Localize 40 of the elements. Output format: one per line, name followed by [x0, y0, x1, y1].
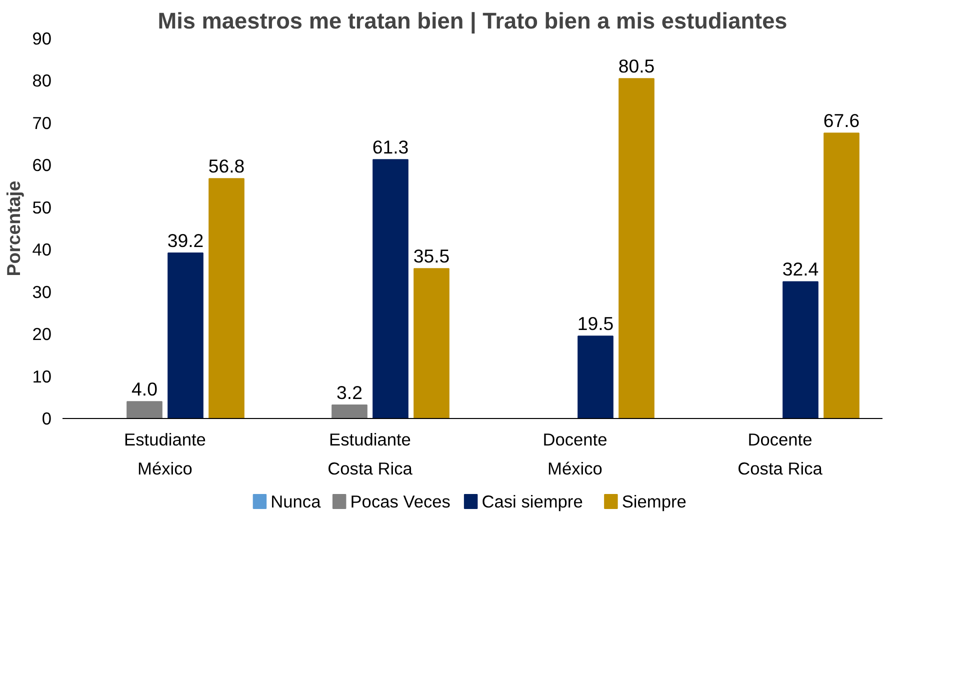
- bar: [372, 159, 408, 418]
- bar: [208, 178, 244, 418]
- category-label: Docente Costa Rica: [738, 430, 822, 478]
- y-tick-label: 30: [32, 282, 52, 302]
- bar: [618, 78, 654, 418]
- y-tick-label: 10: [32, 366, 52, 386]
- category-label: Estudiante México: [124, 430, 206, 478]
- y-tick-label: 0: [42, 408, 52, 428]
- legend-label: Siempre: [622, 492, 686, 512]
- chart-title: Mis maestros me tratan bien | Trato bien a mis estudiantes: [158, 8, 788, 34]
- data-label: 80.5: [618, 56, 655, 77]
- y-tick-label: 40: [32, 240, 52, 260]
- y-tick-label: 80: [32, 70, 52, 91]
- y-tick-label: 50: [32, 197, 52, 218]
- y-axis-title: Porcentaje: [3, 180, 24, 276]
- data-label: 32.4: [782, 258, 819, 280]
- data-label: 56.8: [208, 156, 245, 177]
- bar: [824, 132, 860, 418]
- bar: [578, 336, 614, 418]
- data-label: 35.5: [413, 246, 450, 267]
- data-label: 39.2: [167, 230, 204, 251]
- legend-label: Pocas Veces: [350, 492, 451, 512]
- data-label: 67.6: [823, 110, 860, 132]
- data-label: 19.5: [577, 313, 614, 334]
- bar: [414, 268, 450, 418]
- data-label: 4.0: [132, 378, 158, 400]
- y-tick-label: 60: [32, 155, 52, 176]
- bar: [782, 281, 818, 418]
- legend-label: Nunca: [270, 492, 322, 512]
- y-tick-label: 20: [32, 324, 52, 344]
- bar: [332, 404, 368, 418]
- bar: [168, 252, 204, 418]
- legend-label: Casi siempre: [482, 492, 583, 512]
- bar: [126, 401, 162, 418]
- category-label: Docente México: [542, 430, 608, 478]
- data-label: 61.3: [372, 136, 409, 158]
- category-label: Estudiante Costa Rica: [328, 430, 412, 478]
- y-tick-label: 90: [32, 28, 52, 48]
- data-label: 3.2: [336, 382, 362, 403]
- y-tick-label: 70: [32, 112, 52, 133]
